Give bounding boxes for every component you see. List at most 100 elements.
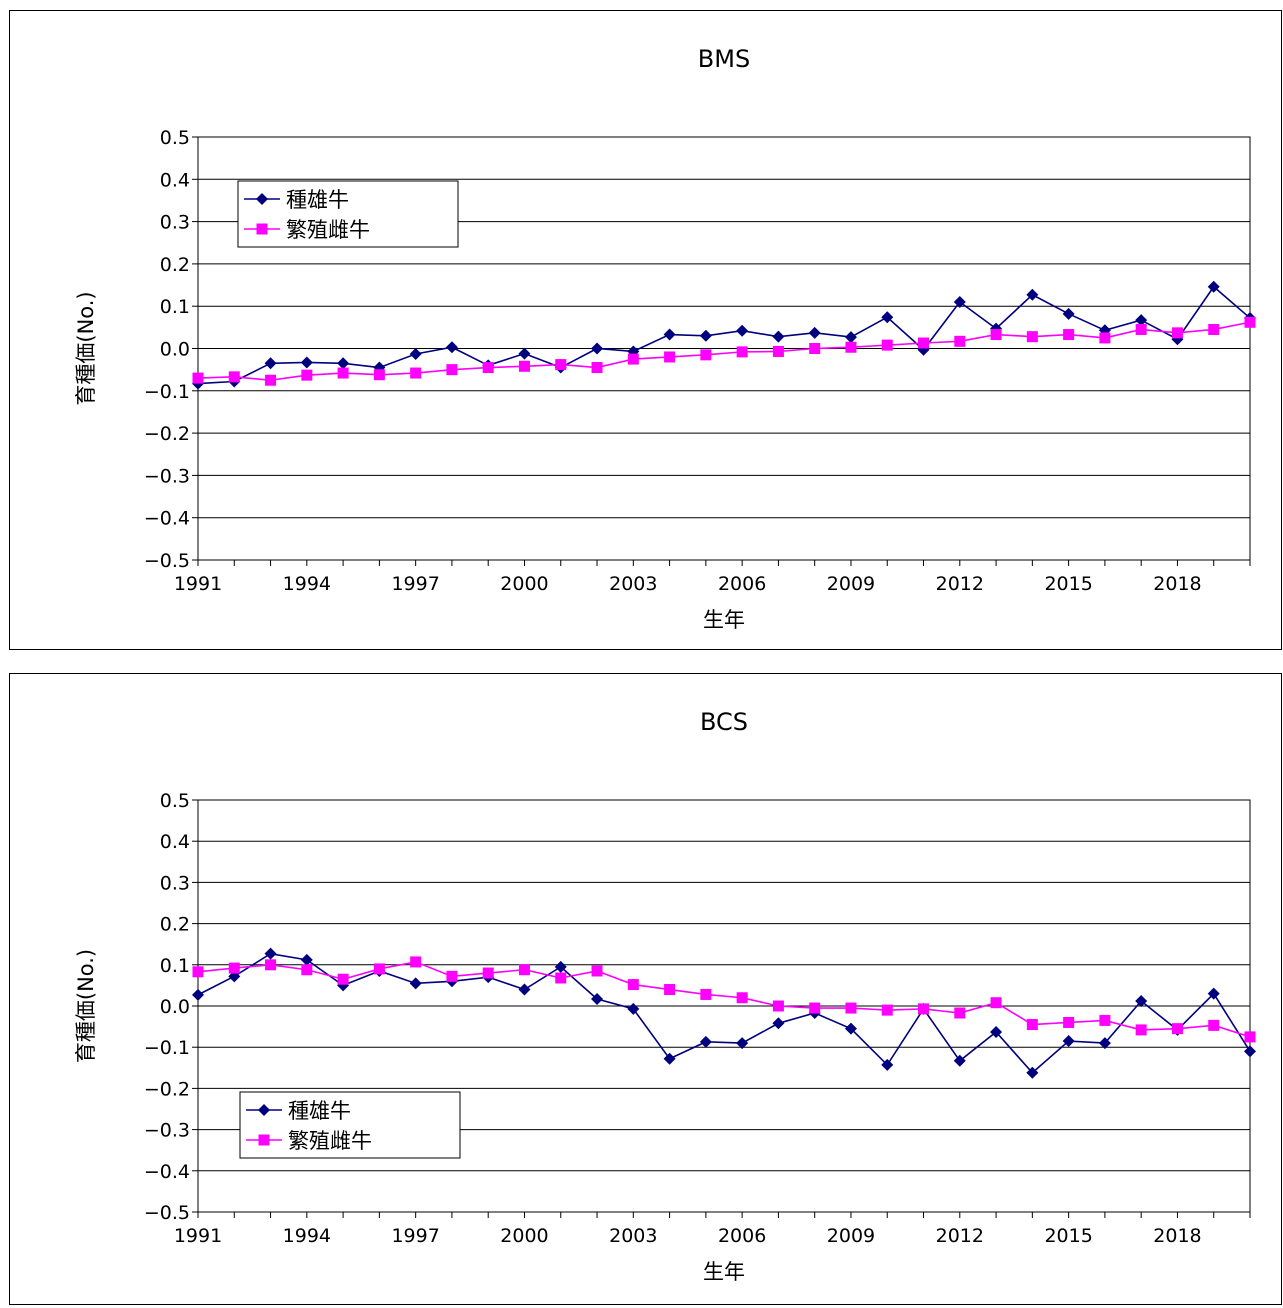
- bcs-series-2-point: [591, 965, 603, 977]
- bms-legend: [237, 180, 459, 248]
- bms-series-1-point: [1062, 307, 1075, 320]
- bms-series-2-line: [197, 321, 1251, 382]
- bms-ytick-label: −0.3: [144, 465, 190, 487]
- bcs-series-2-point: [954, 1007, 966, 1019]
- bms-series-1-line: [197, 285, 1251, 385]
- bms-series-2-point: [990, 329, 1002, 341]
- bcs-xtick-label: 1997: [391, 1225, 439, 1247]
- bms-series-1-point: [808, 326, 821, 339]
- bms-series-2-point: [1244, 316, 1256, 328]
- bcs-series-2-point: [736, 992, 748, 1004]
- bcs-series-2-point: [881, 1004, 893, 1016]
- bms-title: BMS: [698, 45, 750, 73]
- bcs-series-2-point: [337, 973, 349, 985]
- bcs-series-2-point: [1244, 1031, 1256, 1043]
- bcs-series-2-point: [1063, 1016, 1075, 1028]
- bcs-series-1-point: [518, 983, 531, 996]
- bcs-series-2-point: [1026, 1019, 1038, 1031]
- bcs-series-1-point: [990, 1025, 1003, 1038]
- bms-ytick-label: −0.2: [144, 423, 190, 445]
- bcs-series-2-point: [373, 963, 385, 975]
- bms-series-1-point: [844, 331, 857, 344]
- bcs-series-2-point: [228, 962, 240, 974]
- bcs-series-1-point: [1207, 987, 1220, 1000]
- bms-series-2-point: [228, 371, 240, 383]
- bms-series-2-point: [954, 335, 966, 347]
- bms-series-1-point: [337, 357, 350, 370]
- bms-series-2-point: [482, 362, 494, 374]
- bms-ytick-label: 0.3: [160, 212, 190, 234]
- bms-series-1-point: [591, 342, 604, 355]
- bcs-series-2-point: [809, 1002, 821, 1014]
- bcs-y-axis-label: 育種価(No.): [74, 949, 98, 1063]
- bcs-series-1-point: [1098, 1037, 1111, 1050]
- bcs-chart: BCS 0.5 0.4 0.3 0.2 0.1 0.0 −0.1 −0.2 −0.3 −0.4 −0.…: [74, 708, 1256, 1284]
- bcs-ytick-label: 0.5: [160, 790, 190, 812]
- bms-series-2-point: [1099, 332, 1111, 344]
- bcs-xtick-label: 2012: [936, 1225, 984, 1247]
- bms-series-2-point: [772, 345, 784, 357]
- bcs-series-1-point: [1244, 1045, 1256, 1058]
- bms-series-2-point: [555, 359, 567, 371]
- bcs-xtick-label: 1994: [283, 1225, 331, 1247]
- bcs-series-1-point: [627, 1002, 640, 1015]
- bms-series-2-point: [1026, 331, 1038, 343]
- bms-xtick-label: 1991: [174, 573, 222, 595]
- bcs-series-2-point: [192, 966, 204, 978]
- bms-series-2-point: [337, 367, 349, 379]
- bms-series-1-point: [1026, 288, 1039, 301]
- bcs-ytick-label: 0.4: [160, 831, 190, 853]
- bcs-xtick-label: 1991: [174, 1225, 222, 1247]
- bcs-series-1-point: [772, 1017, 785, 1030]
- bcs-series-1-point: [1026, 1066, 1039, 1079]
- bcs-xtick-label: 2015: [1044, 1225, 1092, 1247]
- bcs-series-2-point: [700, 988, 712, 1000]
- bcs-ytick-label: 0.3: [160, 872, 190, 894]
- bms-series-2-point: [700, 349, 712, 361]
- bms-chart-panel: BMS 0.5 0.4 0.3 0.2 0.1 0.0 −0.1 −0.2 −0.3 −0.4 −0.…: [9, 10, 1282, 650]
- bms-series-1-point: [663, 328, 676, 341]
- bms-series-2-point: [1208, 323, 1220, 335]
- bcs-series-1-point: [699, 1035, 712, 1048]
- bms-ytick-label: −0.4: [144, 508, 190, 530]
- bcs-xtick-label: 2009: [827, 1225, 875, 1247]
- bcs-series-1-point: [554, 960, 567, 973]
- bms-xtick-label: 1997: [391, 573, 439, 595]
- bcs-ytick-label: −0.4: [144, 1161, 190, 1183]
- bcs-series-1-point: [663, 1052, 676, 1065]
- bms-series-2-point: [301, 369, 313, 381]
- bms-series-1-point: [736, 324, 749, 337]
- bcs-title: BCS: [700, 708, 748, 736]
- bcs-series-1-point: [736, 1037, 749, 1050]
- bms-series-2-point: [627, 353, 639, 365]
- bcs-series-1-point: [192, 988, 204, 1001]
- bms-legend-label: 種雄牛: [286, 188, 349, 212]
- bcs-ytick-label: 0.0: [160, 996, 190, 1018]
- bms-series-1-point: [264, 357, 277, 370]
- bms-series-2-point: [1063, 329, 1075, 341]
- bcs-series-2-point: [845, 1002, 857, 1014]
- bcs-xtick-label: 2000: [500, 1225, 548, 1247]
- bcs-series-2-point: [664, 984, 676, 996]
- bcs-xtick-label: 2018: [1153, 1225, 1201, 1247]
- bcs-series-1-point: [844, 1022, 857, 1035]
- bms-series-1-point: [953, 295, 966, 308]
- bcs-series-2-point: [772, 1000, 784, 1012]
- bms-xtick-label: 2018: [1153, 573, 1201, 595]
- bcs-series-1-point: [1135, 995, 1148, 1008]
- bcs-series-2-point: [301, 964, 313, 976]
- bcs-series-2-point: [482, 967, 494, 979]
- bcs-series-2-point: [446, 970, 458, 982]
- bcs-series-2-point: [627, 979, 639, 991]
- bms-legend-label: 繁殖雌牛: [286, 218, 370, 242]
- bms-series-2-point: [881, 339, 893, 351]
- bms-xtick-label: 2015: [1044, 573, 1092, 595]
- bms-series-2-point: [373, 369, 385, 381]
- bms-series-2-point: [736, 346, 748, 358]
- bcs-ytick-label: −0.3: [144, 1120, 190, 1142]
- bms-xtick-label: 2012: [936, 573, 984, 595]
- bcs-series-2-point: [1099, 1014, 1111, 1026]
- bcs-legend-label: 種雄牛: [288, 1099, 351, 1123]
- bms-series-2-point: [192, 372, 204, 384]
- bcs-xtick-label: 2006: [718, 1225, 766, 1247]
